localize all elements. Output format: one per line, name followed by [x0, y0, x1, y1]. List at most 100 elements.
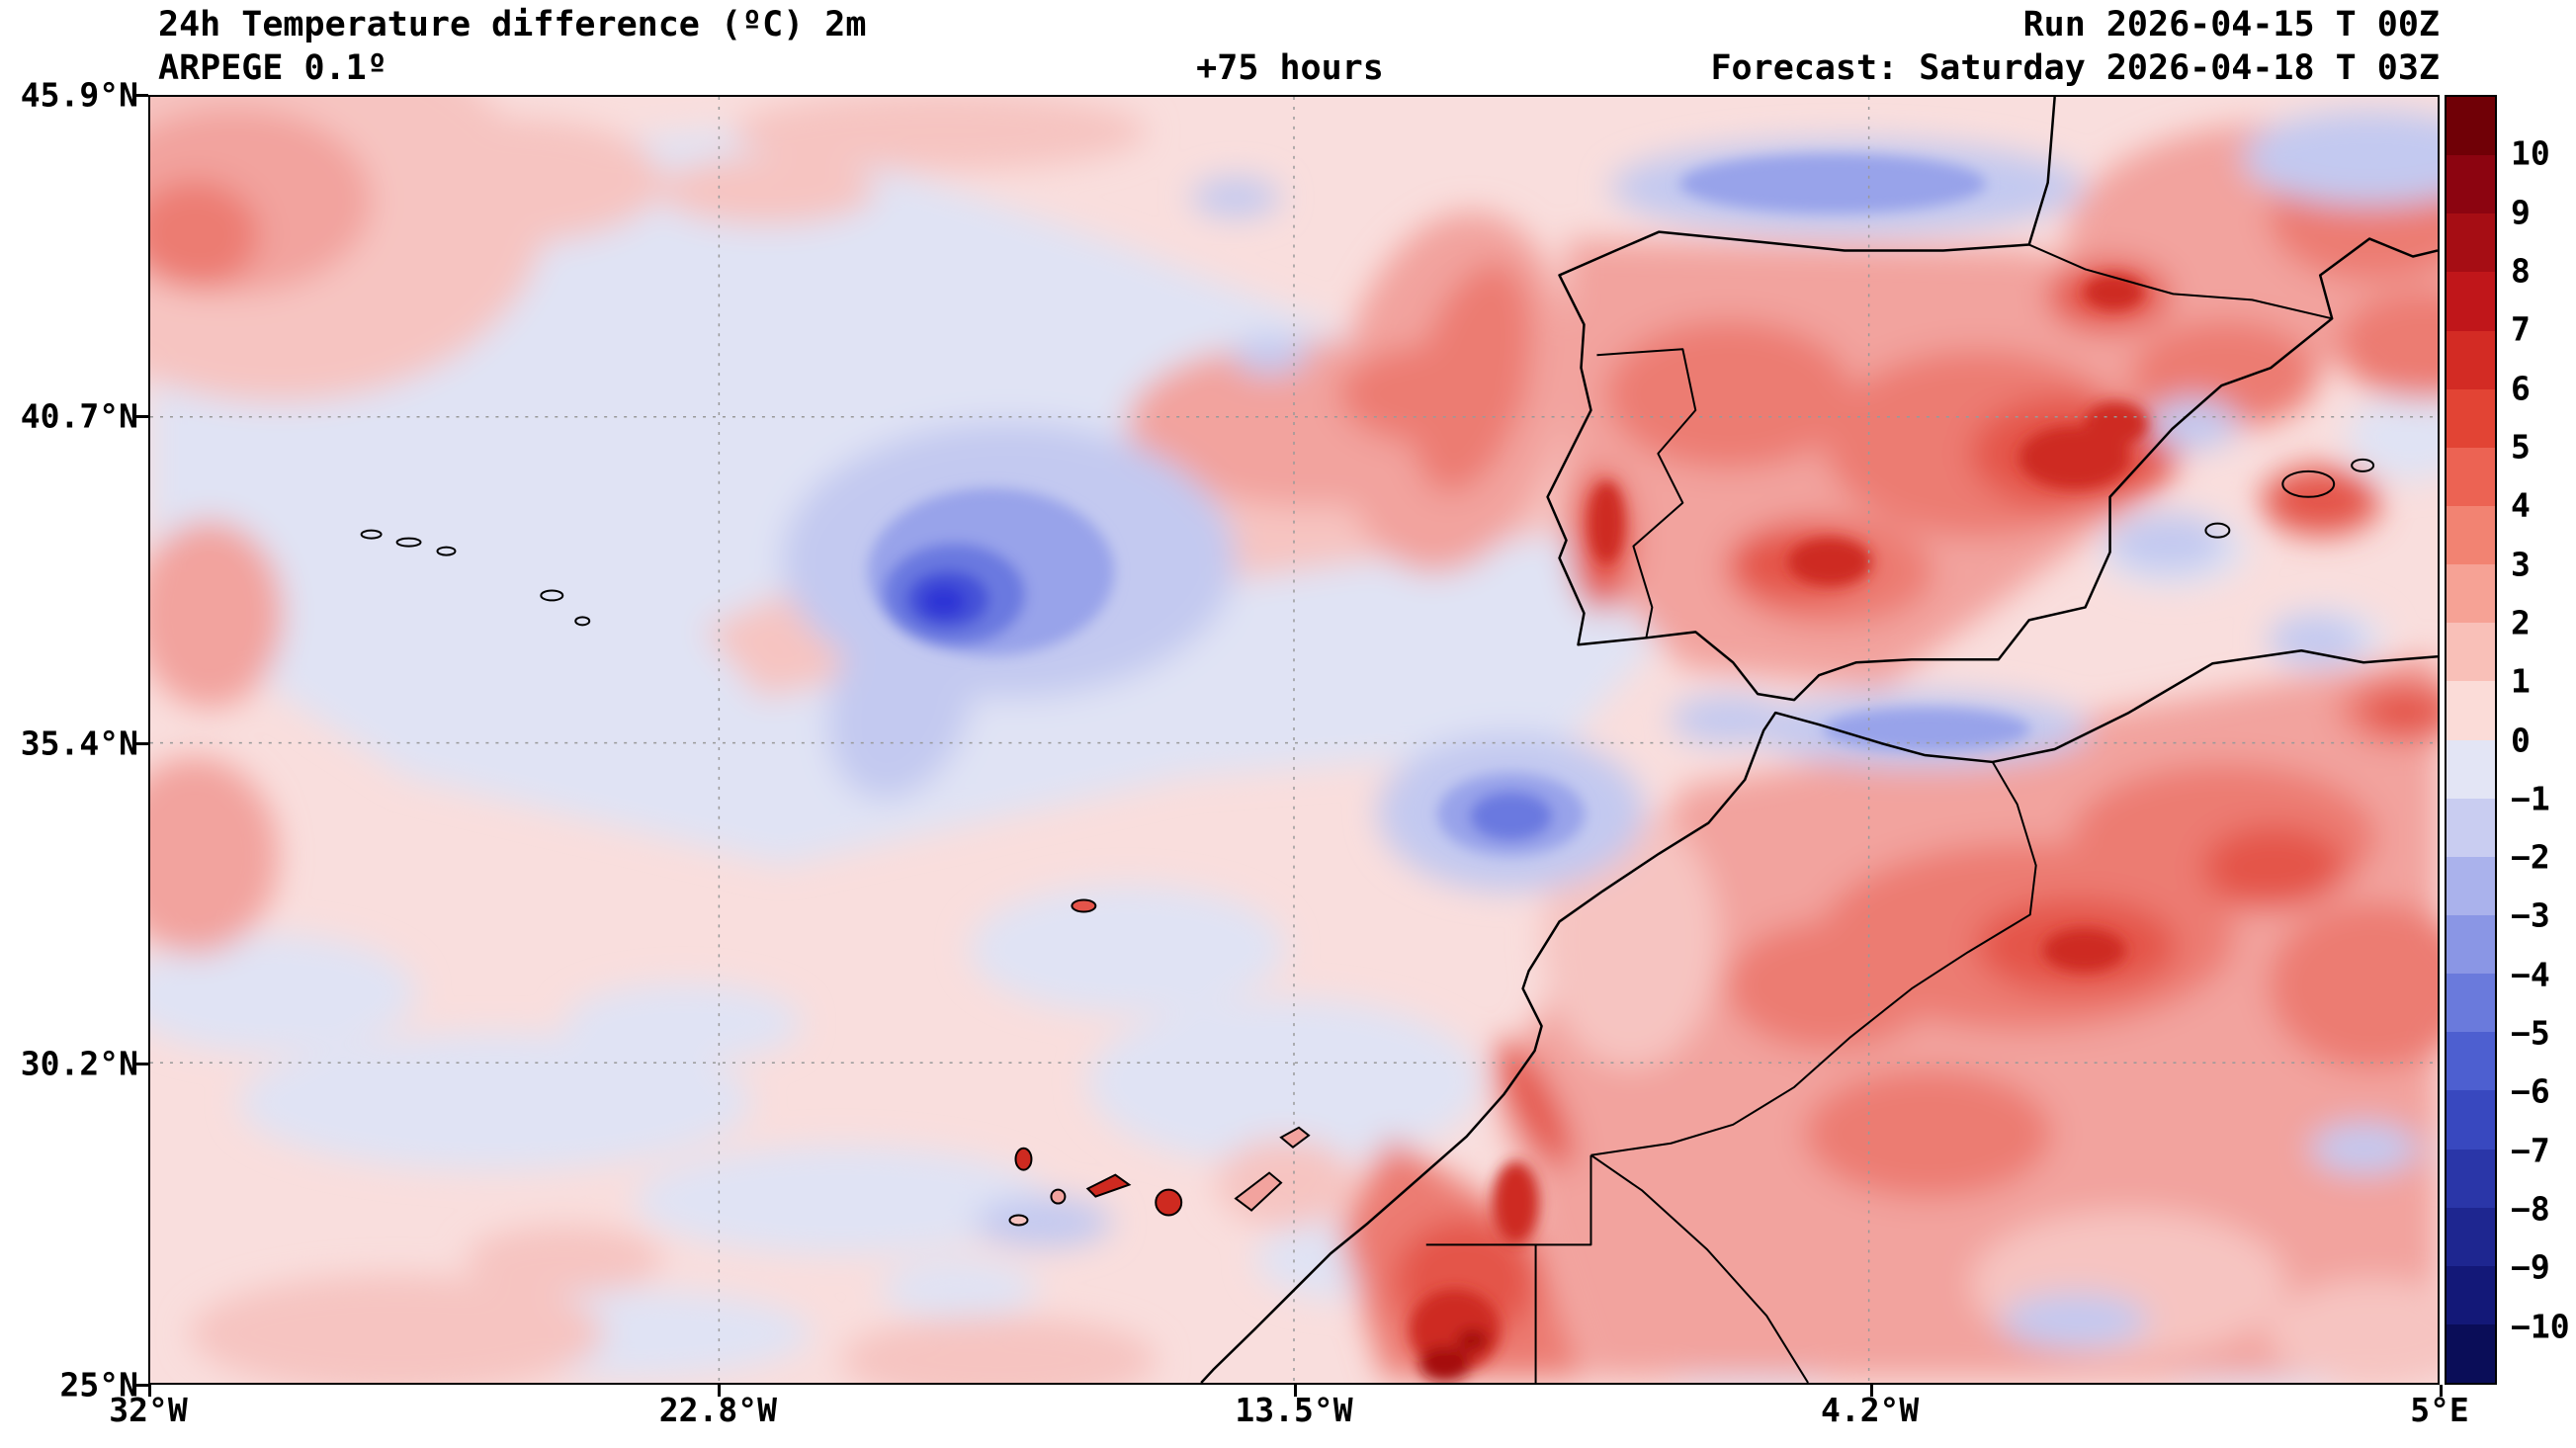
morocco-algeria-border: [1590, 761, 2037, 1156]
colorbar-cell: [2447, 505, 2495, 565]
colorbar-tick-label: 3: [2511, 545, 2531, 584]
colorbar-cell: [2447, 623, 2495, 682]
colorbar-cell: [2447, 681, 2495, 740]
pyrenees-border: [2028, 243, 2333, 320]
colorbar-cell: [2447, 798, 2495, 857]
colorbar-tick-label: 0: [2511, 721, 2531, 759]
colorbar-tick-label: 7: [2511, 309, 2531, 349]
colorbar-tick-label: 1: [2511, 661, 2531, 701]
y-tick-mark: [136, 414, 148, 418]
temperature-field-layer: [150, 97, 2438, 1383]
colorbar-tick-label: 2: [2511, 603, 2531, 642]
menorca-island: [2351, 458, 2375, 472]
fuerteventura-island: [1234, 1171, 1283, 1212]
forecast-label: Forecast: Saturday 2026-04-18 T 03Z: [1710, 48, 2440, 88]
colorbar-cell: [2447, 330, 2495, 389]
colorbar-tick-label: 8: [2511, 251, 2531, 291]
colorbar-cell: [2447, 447, 2495, 506]
azores-islet: [360, 529, 383, 540]
y-tick-mark: [136, 1384, 148, 1387]
colorbar-cell: [2447, 1032, 2495, 1091]
la-gomera-island: [1050, 1188, 1067, 1205]
western-sahara-border: [1425, 1154, 1592, 1246]
x-tick-label: 32°W: [109, 1391, 188, 1429]
x-tick-label: 13.5°W: [1235, 1391, 1353, 1429]
x-tick-label: 5°E: [2410, 1391, 2469, 1429]
colorbar-tick-label: −10: [2511, 1307, 2570, 1346]
y-tick-label: 30.2°N: [20, 1044, 138, 1083]
y-tick-mark: [136, 94, 148, 97]
colorbar-tick-label: 5: [2511, 427, 2531, 467]
gran-canaria-island: [1155, 1188, 1183, 1217]
x-tick-mark: [718, 1385, 722, 1397]
x-tick-label: 4.2°W: [1820, 1391, 1920, 1429]
y-tick-mark: [136, 741, 148, 745]
colorbar-cell: [2447, 388, 2495, 448]
x-tick-mark: [1294, 1385, 1297, 1397]
azores-islet: [540, 589, 564, 602]
colorbar-cell: [2447, 856, 2495, 915]
coastline-paths: [1200, 97, 2438, 1383]
colorbar-cell: [2447, 213, 2495, 273]
y-tick-label: 35.4°N: [20, 724, 138, 763]
x-tick-mark: [148, 1385, 151, 1397]
azores-islet: [395, 537, 422, 548]
y-tick-label: 25°N: [59, 1365, 138, 1405]
el-hierro-island: [1008, 1214, 1029, 1227]
colorbar-tick-label: −6: [2511, 1071, 2550, 1111]
colorbar-tick-label: −3: [2511, 895, 2550, 935]
colorbar-cell: [2447, 155, 2495, 214]
colorbar-tick-label: −9: [2511, 1247, 2550, 1287]
temperature-difference-map: [150, 97, 2438, 1383]
algeria-mauritania-border: [1589, 1153, 1809, 1383]
colorbar-tick-label: 10: [2511, 133, 2550, 173]
y-tick-label: 40.7°N: [20, 396, 138, 436]
tenerife-island: [1085, 1173, 1132, 1198]
la-palma-island: [1014, 1147, 1033, 1171]
temperature-field-cores: [867, 153, 2148, 1383]
ibiza-island: [2204, 522, 2231, 539]
mallorca-island: [2281, 469, 2336, 498]
colorbar-cell: [2447, 914, 2495, 975]
colorbar-cell: [2447, 1149, 2495, 1208]
colorbar-tick-label: 9: [2511, 193, 2531, 232]
azores-islet: [436, 546, 457, 556]
colorbar-tick-label: −1: [2511, 779, 2550, 818]
colorbar-cell: [2447, 272, 2495, 331]
colorbar-tick-label: −8: [2511, 1189, 2550, 1229]
colorbar-cell: [2447, 564, 2495, 624]
colorbar-cell: [2447, 97, 2495, 156]
run-label: Run 2026-04-15 T 00Z: [2022, 5, 2440, 44]
azores-islet: [574, 616, 591, 627]
y-tick-mark: [136, 1063, 148, 1066]
lead-time-label: +75 hours: [1196, 48, 1384, 88]
colorbar-cell: [2447, 1207, 2495, 1266]
x-tick-mark: [1869, 1385, 1873, 1397]
colorbar-cell: [2447, 1323, 2495, 1384]
chart-title: 24h Temperature difference (ºC) 2m: [158, 5, 867, 44]
portugal-spain-border: [1596, 348, 1697, 639]
map-plot-area: [148, 95, 2440, 1385]
model-label: ARPEGE 0.1º: [158, 48, 387, 88]
y-tick-label: 45.9°N: [20, 75, 138, 115]
north-africa-coastline: [1200, 649, 2438, 1383]
colorbar-tick-label: 4: [2511, 485, 2531, 525]
colorbar-tick-label: −4: [2511, 955, 2550, 994]
colorbar-tick-label: −5: [2511, 1013, 2550, 1053]
country-borders: [1425, 243, 2333, 1383]
colorbar-tick-label: −7: [2511, 1131, 2550, 1170]
iberia-france-coastline: [1546, 97, 2438, 702]
x-tick-label: 22.8°W: [658, 1391, 777, 1429]
colorbar-cell: [2447, 1090, 2495, 1150]
x-tick-mark: [2440, 1385, 2443, 1397]
colorbar: [2445, 95, 2497, 1385]
colorbar-tick-label: −2: [2511, 837, 2550, 877]
colorbar-tick-label: 6: [2511, 369, 2531, 408]
colorbar-cell: [2447, 974, 2495, 1033]
lanzarote-island: [1279, 1126, 1311, 1150]
madeira-island: [1071, 898, 1097, 913]
colorbar-cell: [2447, 1265, 2495, 1324]
colorbar-cell: [2447, 739, 2495, 799]
islands: [360, 458, 2375, 1227]
